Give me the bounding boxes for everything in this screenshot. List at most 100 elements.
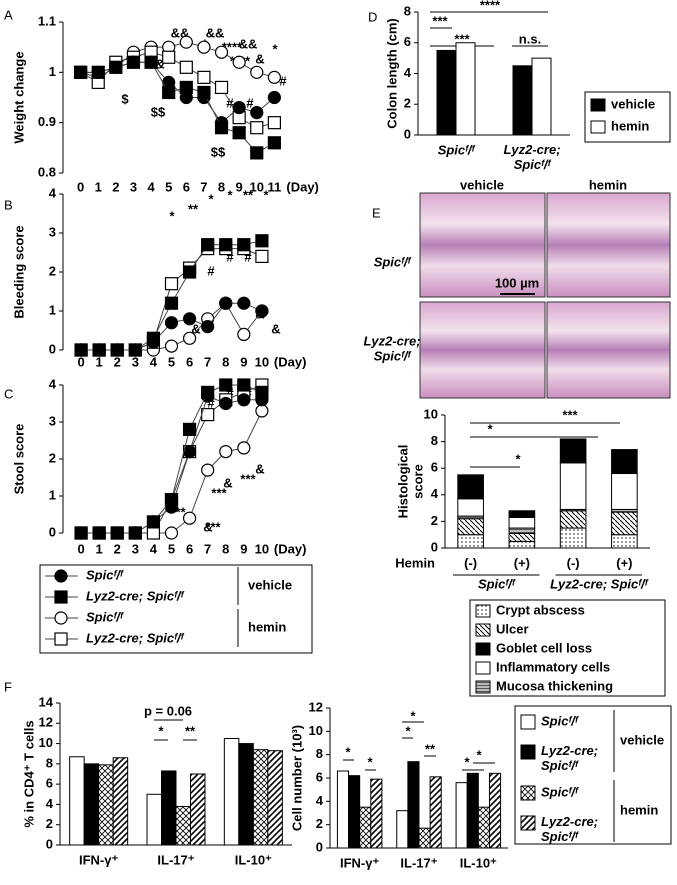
significance-label: # bbox=[279, 73, 287, 88]
significance-label: & bbox=[203, 519, 212, 534]
point bbox=[179, 80, 193, 95]
bar bbox=[407, 761, 420, 849]
significance-label: $ bbox=[121, 91, 129, 106]
significance-label: ** bbox=[243, 187, 254, 202]
y-tick-label: 4 bbox=[316, 793, 324, 808]
x-tick-label: (+) bbox=[514, 555, 530, 570]
bar-segment bbox=[457, 534, 484, 549]
legend-box bbox=[39, 564, 313, 654]
x-tick-label: 7 bbox=[204, 541, 211, 556]
y-tick-label: 6 bbox=[46, 776, 53, 791]
point bbox=[146, 515, 161, 529]
y-tick-label: 8 bbox=[46, 755, 53, 770]
x-tick-label: 6 bbox=[186, 541, 193, 556]
point bbox=[267, 70, 281, 84]
legend-swatch bbox=[475, 623, 491, 637]
y-tick-label: 0 bbox=[431, 539, 438, 554]
histology-images: vehicle hemin Spicᶠ/ᶠ Lyz2-cre; Spicᶠ/ᶠ 1… bbox=[363, 177, 671, 399]
y-axis-label: Colon length (cm) bbox=[384, 18, 399, 129]
point bbox=[201, 320, 215, 334]
y-tick-label: 4 bbox=[49, 185, 57, 200]
x-tick-label: 2 bbox=[112, 179, 119, 194]
x-tick-label: 6 bbox=[183, 179, 190, 194]
y-tick-label: 8 bbox=[431, 433, 438, 448]
y-tick-label: 2 bbox=[316, 816, 323, 831]
legend-swatch bbox=[475, 680, 491, 694]
point bbox=[214, 80, 229, 95]
y-tick-label: 12 bbox=[309, 699, 323, 714]
significance-label: p = 0.06 bbox=[144, 703, 192, 718]
y-tick-label: 0.8 bbox=[38, 164, 56, 179]
legend-group: hemin bbox=[620, 802, 658, 817]
bar bbox=[359, 806, 372, 849]
point bbox=[267, 116, 281, 130]
x-tick-label: 0 bbox=[77, 179, 84, 194]
y-tick-label: 1.1 bbox=[38, 13, 56, 28]
bar-segment bbox=[611, 449, 638, 475]
legend-swatch bbox=[475, 604, 491, 618]
bar-segment bbox=[611, 473, 638, 510]
legend-label: vehicle bbox=[611, 96, 655, 111]
point bbox=[74, 526, 88, 540]
point bbox=[250, 121, 264, 135]
x-axis-label: (Day) bbox=[274, 541, 307, 556]
point bbox=[255, 385, 269, 399]
y-tick-label: 1 bbox=[49, 64, 56, 79]
significance-label: * bbox=[227, 187, 233, 202]
legend-box bbox=[469, 599, 666, 697]
image-row-title: Lyz2-cre; Spicᶠ/ᶠ bbox=[363, 334, 420, 364]
y-tick-label: 0 bbox=[49, 524, 56, 539]
bar bbox=[436, 49, 457, 136]
y-tick-label: 8 bbox=[404, 3, 411, 18]
x-tick-label: 8 bbox=[222, 354, 229, 369]
point bbox=[255, 234, 269, 248]
point bbox=[128, 343, 142, 357]
legend-label: Crypt abscess bbox=[496, 602, 585, 617]
point bbox=[267, 90, 281, 105]
legend-label: Spicᶠ/ᶠ bbox=[86, 609, 124, 624]
x-tick-label: IL-17⁺ bbox=[157, 852, 194, 867]
point bbox=[164, 526, 179, 540]
bar bbox=[336, 770, 350, 849]
point bbox=[182, 312, 197, 326]
x-tick-label: 6 bbox=[186, 354, 193, 369]
point bbox=[162, 50, 176, 64]
point bbox=[182, 422, 197, 436]
x-tick-label: IL-17⁺ bbox=[400, 855, 437, 870]
significance-label: * bbox=[405, 723, 411, 738]
y-tick-label: 1 bbox=[49, 487, 56, 502]
x-tick-label: 1 bbox=[96, 541, 103, 556]
significance-label: & bbox=[271, 321, 280, 336]
y-tick-label: 2 bbox=[431, 513, 438, 528]
series-line bbox=[81, 240, 263, 351]
y-tick-label: 4 bbox=[46, 796, 54, 811]
legend-swatch bbox=[590, 98, 606, 112]
point bbox=[250, 105, 264, 120]
significance-label: *** bbox=[240, 471, 256, 486]
x-tick-label: 9 bbox=[240, 354, 247, 369]
point bbox=[197, 40, 211, 54]
point bbox=[91, 65, 105, 79]
panel-label: E bbox=[372, 205, 381, 220]
significance-label: *** bbox=[211, 485, 227, 500]
point bbox=[164, 277, 179, 291]
point bbox=[255, 249, 269, 263]
panel-label: A bbox=[4, 7, 13, 22]
point bbox=[237, 296, 251, 310]
significance-label: # bbox=[207, 395, 215, 410]
x-tick-label: 5 bbox=[168, 541, 175, 556]
bar bbox=[348, 775, 361, 849]
point bbox=[146, 331, 161, 345]
bar-segment bbox=[457, 474, 484, 500]
bar bbox=[466, 772, 479, 849]
bar bbox=[223, 738, 240, 846]
point bbox=[128, 526, 142, 540]
legend-label: Lyz2-cre; Spicᶠ/ᶠ bbox=[541, 814, 598, 844]
y-tick-label: 0.9 bbox=[38, 114, 56, 129]
x-axis-label: (Day) bbox=[274, 354, 307, 369]
x-tick-label: 10 bbox=[255, 354, 269, 369]
legend-swatch bbox=[520, 744, 536, 760]
significance-label: # bbox=[244, 249, 252, 264]
histology-image bbox=[419, 301, 546, 399]
point bbox=[214, 45, 229, 59]
